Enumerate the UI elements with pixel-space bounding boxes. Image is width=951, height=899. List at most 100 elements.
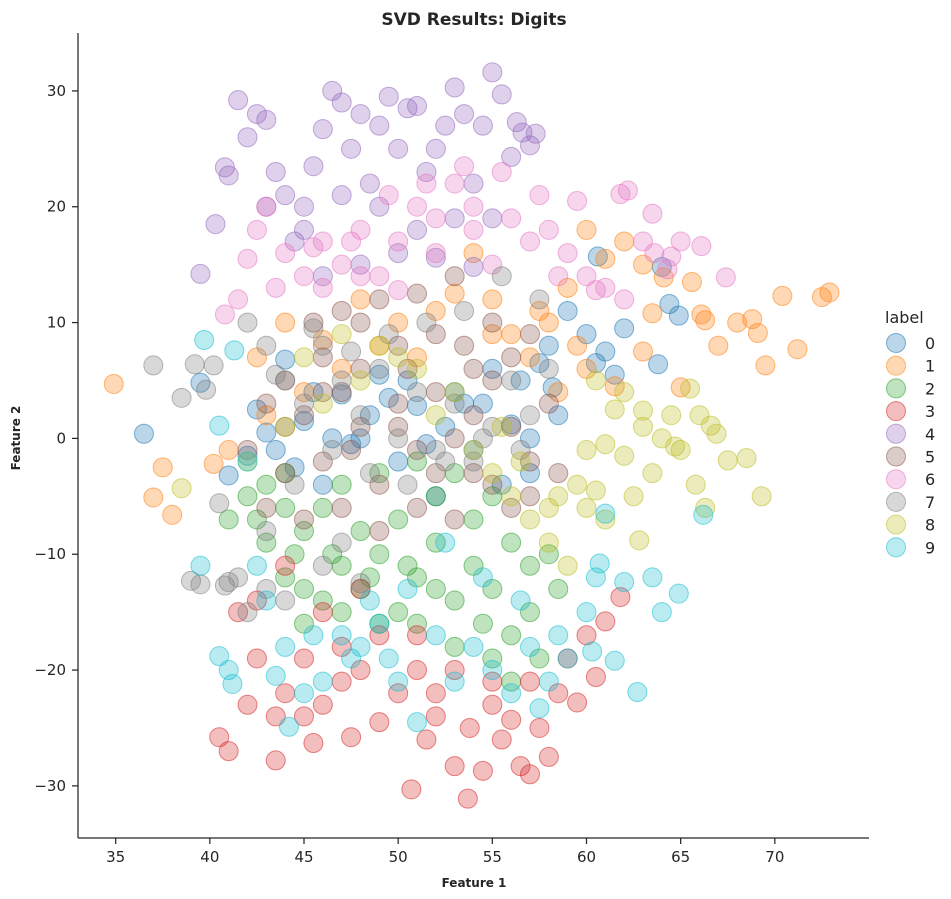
point-label-9 bbox=[303, 625, 324, 646]
point-label-0 bbox=[557, 300, 578, 321]
point-label-0 bbox=[284, 457, 305, 478]
point-label-6 bbox=[256, 196, 277, 217]
point-label-9 bbox=[529, 698, 550, 719]
point-label-1 bbox=[772, 285, 793, 306]
point-label-4 bbox=[482, 208, 503, 229]
point-label-4 bbox=[312, 119, 333, 140]
point-label-3 bbox=[209, 727, 230, 748]
point-label-9 bbox=[693, 504, 714, 525]
point-label-6 bbox=[642, 203, 663, 224]
legend-marker bbox=[886, 401, 906, 422]
point-label-8 bbox=[501, 486, 522, 507]
point-label-8 bbox=[623, 486, 644, 507]
point-label-9 bbox=[482, 660, 503, 681]
legend-marker bbox=[886, 514, 906, 535]
point-label-6 bbox=[670, 231, 691, 252]
point-label-1 bbox=[520, 347, 540, 368]
point-label-9 bbox=[435, 532, 456, 553]
point-label-4 bbox=[416, 161, 437, 182]
point-label-1 bbox=[482, 289, 503, 310]
point-label-4 bbox=[525, 123, 546, 144]
point-label-8 bbox=[294, 347, 314, 368]
x-axis-label: Feature 1 bbox=[442, 876, 507, 890]
point-label-5 bbox=[350, 312, 371, 333]
point-label-4 bbox=[454, 104, 475, 125]
point-label-0 bbox=[378, 387, 399, 408]
point-label-5 bbox=[294, 405, 314, 426]
point-label-1 bbox=[614, 231, 635, 252]
legend-title: label bbox=[885, 308, 924, 327]
point-label-6 bbox=[275, 243, 296, 264]
point-label-5 bbox=[312, 382, 333, 403]
point-label-5 bbox=[444, 509, 465, 530]
x-tick-label: 45 bbox=[294, 848, 313, 866]
point-label-4 bbox=[237, 127, 258, 148]
point-label-4 bbox=[506, 112, 527, 133]
point-label-3 bbox=[294, 648, 314, 669]
point-label-3 bbox=[401, 779, 422, 800]
point-label-0 bbox=[294, 411, 314, 432]
point-label-9 bbox=[331, 625, 352, 646]
x-ticks: 35 40 45 50 55 60 65 70 bbox=[106, 838, 784, 866]
point-label-4 bbox=[294, 219, 314, 240]
point-label-7 bbox=[331, 370, 352, 391]
point-label-4 bbox=[369, 115, 390, 136]
point-label-6 bbox=[407, 196, 427, 217]
point-label-2 bbox=[312, 590, 333, 611]
point-label-6 bbox=[265, 277, 286, 298]
legend-marker bbox=[886, 378, 906, 399]
point-label-8 bbox=[557, 555, 578, 576]
point-label-7 bbox=[203, 355, 224, 376]
point-label-7 bbox=[510, 439, 531, 460]
point-label-6 bbox=[538, 219, 559, 240]
legend-label: 2 bbox=[925, 379, 935, 398]
point-label-4 bbox=[463, 256, 484, 277]
x-tick-label: 55 bbox=[483, 848, 502, 866]
point-label-9 bbox=[642, 567, 663, 588]
point-label-1 bbox=[567, 335, 588, 356]
point-label-9 bbox=[651, 602, 672, 623]
point-label-2 bbox=[397, 555, 418, 576]
point-label-9 bbox=[294, 683, 314, 704]
point-label-4 bbox=[246, 104, 267, 125]
point-label-2 bbox=[218, 509, 239, 530]
point-label-2 bbox=[520, 555, 540, 576]
point-label-5 bbox=[256, 497, 277, 518]
point-label-3 bbox=[610, 587, 631, 608]
point-label-7 bbox=[520, 405, 540, 426]
point-label-6 bbox=[520, 231, 540, 252]
point-label-1 bbox=[755, 355, 776, 376]
point-label-2 bbox=[425, 486, 446, 507]
point-label-3 bbox=[369, 625, 390, 646]
point-label-1 bbox=[708, 335, 729, 356]
y-tick-label: −30 bbox=[34, 777, 66, 795]
point-label-1 bbox=[642, 303, 663, 324]
point-label-1 bbox=[604, 376, 625, 397]
point-label-6 bbox=[294, 266, 314, 287]
point-label-8 bbox=[595, 509, 616, 530]
legend-label: 6 bbox=[925, 470, 935, 489]
point-label-3 bbox=[416, 729, 437, 750]
point-label-4 bbox=[256, 109, 277, 130]
point-label-7 bbox=[407, 382, 427, 403]
point-label-1 bbox=[152, 457, 173, 478]
x-tick-label: 60 bbox=[577, 848, 596, 866]
point-label-8 bbox=[576, 497, 597, 518]
point-label-9 bbox=[548, 625, 569, 646]
point-label-4 bbox=[350, 104, 371, 125]
legend-label: 1 bbox=[925, 357, 935, 376]
point-label-9 bbox=[463, 636, 484, 657]
point-label-6 bbox=[378, 185, 399, 206]
point-label-9 bbox=[369, 613, 390, 634]
point-label-2 bbox=[256, 474, 277, 495]
point-label-4 bbox=[491, 84, 512, 105]
point-label-5 bbox=[407, 439, 427, 460]
point-label-2 bbox=[294, 578, 314, 599]
point-label-1 bbox=[747, 322, 768, 343]
point-label-7 bbox=[435, 451, 456, 472]
point-label-4 bbox=[331, 185, 352, 206]
point-label-7 bbox=[416, 312, 437, 333]
point-label-3 bbox=[218, 741, 239, 762]
point-label-4 bbox=[472, 115, 493, 136]
